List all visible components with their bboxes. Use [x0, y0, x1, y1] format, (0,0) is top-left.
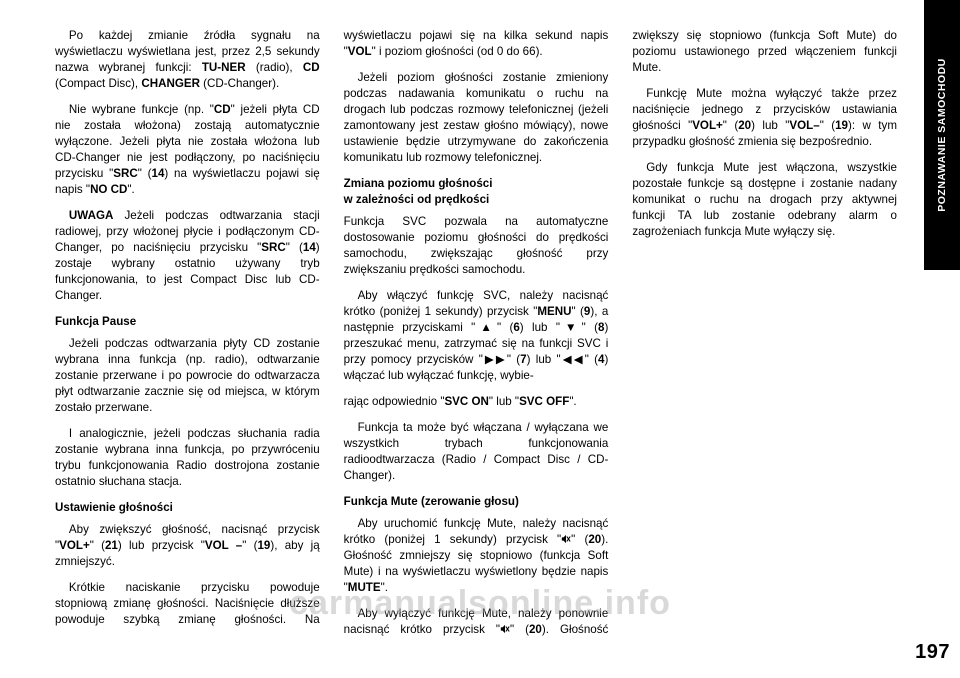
paragraph: Jeżeli podczas odtwarzania płyty CD zost…	[55, 336, 320, 416]
term-changer: CHANGER	[141, 77, 200, 90]
ref-20: 20	[529, 623, 542, 636]
text: ".	[569, 395, 576, 408]
manual-page: POZNAWANIE SAMOCHODU Po każdej zmianie ź…	[0, 0, 960, 678]
term-vol: VOL	[348, 45, 372, 58]
paragraph: Gdy funkcja Mute jest włączona, wszystki…	[632, 160, 897, 240]
term-src: SRC	[113, 167, 137, 180]
paragraph: Aby zwiększyć głośność, nacisnąć przycis…	[55, 522, 320, 570]
term-volminus: VOL –	[205, 539, 242, 552]
heading-volume: Ustawienie głośności	[55, 500, 320, 516]
paragraph: UWAGA Jeżeli podczas odtwarzania stacji …	[55, 208, 320, 304]
paragraph: Funkcja SVC pozwala na automatyczne dost…	[344, 214, 609, 278]
text: (radio),	[246, 61, 303, 74]
term-src: SRC	[261, 241, 285, 254]
ref-19: 19	[257, 539, 270, 552]
text: " (	[510, 623, 529, 636]
paragraph: rając odpowiednio "SVC ON" lub "SVC OFF"…	[344, 394, 609, 410]
text: (Compact Disc),	[55, 77, 141, 90]
term-cd: CD	[303, 61, 320, 74]
text: ) lub "	[751, 119, 789, 132]
paragraph: Funkcja ta może być włączana / wyłączana…	[344, 420, 609, 484]
paragraph: Nie wybrane funkcje (np. "CD" jeżeli pły…	[55, 102, 320, 198]
text: " (	[572, 305, 584, 318]
heading-mute: Funkcja Mute (zerowanie głosu)	[344, 494, 609, 510]
section-tab: POZNAWANIE SAMOCHODU	[924, 0, 960, 270]
heading-svc: Zmiana poziomu głośności w zależności od…	[344, 176, 609, 208]
paragraph: Funkcję Mute można wyłączyć także przez …	[632, 86, 897, 150]
ref-21: 21	[105, 539, 118, 552]
term-menu: MENU	[537, 305, 571, 318]
text: " (	[571, 533, 588, 546]
paragraph: I analogicznie, jeżeli podczas słuchania…	[55, 426, 320, 490]
ref-20: 20	[588, 533, 601, 546]
term-svcon: SVC ON	[444, 395, 488, 408]
ref-20: 20	[738, 119, 751, 132]
page-number: 197	[915, 641, 950, 664]
heading-pause: Funkcja Pause	[55, 314, 320, 330]
term-cd: CD	[214, 103, 231, 116]
text: " (	[286, 241, 303, 254]
term-tuner: TU-NER	[202, 61, 246, 74]
speaker-mute-icon	[561, 534, 571, 544]
ref-14: 14	[152, 167, 165, 180]
paragraph: Aby włączyć funkcję SVC, należy nacisnąć…	[344, 288, 609, 384]
text: Nie wybrane funkcje (np. "	[69, 103, 214, 116]
term-nocd: NO CD	[90, 183, 127, 196]
term-volminus: VOL–	[789, 119, 819, 132]
paragraph: Jeżeli poziom głośności zostanie zmienio…	[344, 70, 609, 166]
text: " (	[820, 119, 835, 132]
text: ".	[381, 581, 388, 594]
paragraph: Po każdej zmianie źródła sygnału na wyśw…	[55, 28, 320, 92]
text: ) lub "▼" (	[520, 321, 598, 334]
text: ) lub "◀◀" (	[527, 353, 598, 366]
speaker-mute-icon	[500, 624, 510, 634]
label-uwaga: UWAGA	[69, 209, 113, 222]
text: ) lub przycisk "	[118, 539, 205, 552]
heading-line: Zmiana poziomu głośności	[344, 177, 493, 190]
section-tab-label: POZNAWANIE SAMOCHODU	[936, 58, 948, 212]
text: (CD-Changer).	[200, 77, 279, 90]
text: ".	[127, 183, 134, 196]
text: " (	[242, 539, 257, 552]
heading-line: w zależności od prędkości	[344, 193, 490, 206]
page-body: Po każdej zmianie źródła sygnału na wyśw…	[55, 28, 897, 643]
text: " (	[90, 539, 105, 552]
ref-19: 19	[835, 119, 848, 132]
term-svcoff: SVC OFF	[519, 395, 569, 408]
text: " i poziom głośności (od 0 do 66).	[372, 45, 543, 58]
text: " lub "	[489, 395, 519, 408]
text: rając odpowiednio "	[344, 395, 445, 408]
term-mute: MUTE	[348, 581, 381, 594]
term-volplus: VOL+	[692, 119, 723, 132]
paragraph: Aby uruchomić funkcję Mute, należy nacis…	[344, 516, 609, 596]
text: " (	[723, 119, 738, 132]
term-volplus: VOL+	[59, 539, 90, 552]
text: " (	[138, 167, 152, 180]
ref-14: 14	[303, 241, 316, 254]
